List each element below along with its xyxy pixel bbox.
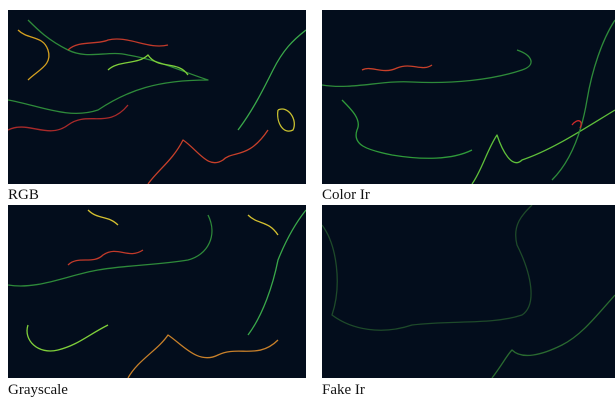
image-panel [322,10,615,184]
contour-image [322,10,615,184]
contour-image [8,10,306,184]
panel-caption: Color Ir [322,187,370,203]
figure: {"panels": [{"label": "RGB"}, {"label": … [0,0,615,400]
image-panel [8,10,306,184]
contour-image [322,205,615,378]
panel-caption: RGB [8,187,39,203]
contour-image [8,205,306,378]
panel-caption: Fake Ir [322,382,365,398]
image-panel [322,205,615,378]
image-panel [8,205,306,378]
panel-caption: Grayscale [8,382,68,398]
